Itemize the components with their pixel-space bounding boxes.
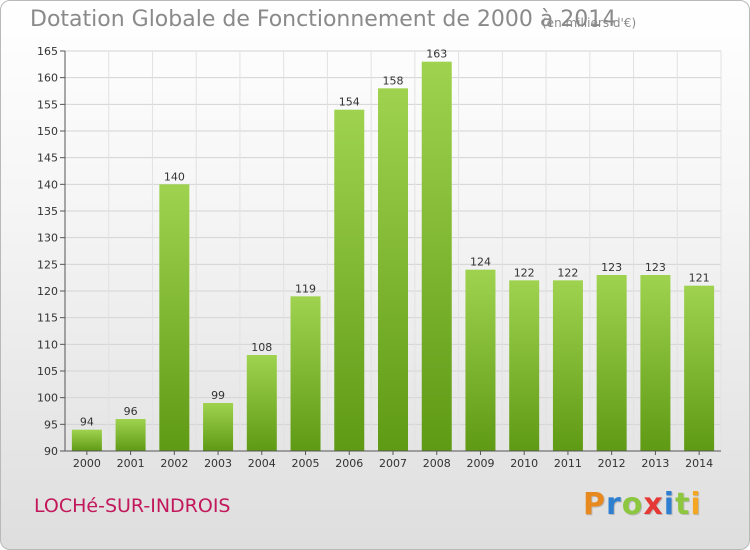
y-tick-label: 110 <box>37 338 58 351</box>
data-label-2010: 122 <box>514 266 535 279</box>
chart-title: Dotation Globale de Fonctionnement de 20… <box>30 7 617 32</box>
x-tick-label-2002: 2002 <box>160 457 188 470</box>
y-tick-label: 125 <box>37 258 58 271</box>
data-label-2013: 123 <box>645 261 666 274</box>
bar-2011 <box>552 280 583 451</box>
y-tick-label: 140 <box>37 178 58 191</box>
bar-2001 <box>115 419 146 451</box>
logo-letter: i <box>690 487 702 522</box>
y-tick-label: 135 <box>37 205 58 218</box>
y-tick-label: 120 <box>37 285 58 298</box>
bar-2008 <box>421 61 452 452</box>
logo-letter: x <box>643 487 664 522</box>
data-label-2012: 123 <box>601 261 622 274</box>
logo-letter: t <box>675 487 691 522</box>
x-tick-label-2001: 2001 <box>117 457 145 470</box>
chart-unit: (en milliers d'€) <box>542 16 637 30</box>
bar-2003 <box>203 403 234 451</box>
bar-2014 <box>684 285 715 451</box>
bar-2009 <box>465 269 496 451</box>
y-tick-label: 90 <box>44 445 58 458</box>
bar-2010 <box>509 280 540 451</box>
x-tick-label-2010: 2010 <box>510 457 538 470</box>
data-label-2006: 154 <box>339 96 360 109</box>
x-tick-label-2013: 2013 <box>641 457 669 470</box>
bar-2005 <box>290 296 321 451</box>
bar-2007 <box>378 88 408 451</box>
y-tick-label: 105 <box>37 365 58 378</box>
data-label-2001: 96 <box>124 405 138 418</box>
data-label-2007: 158 <box>383 74 404 87</box>
x-tick-label-2011: 2011 <box>554 457 582 470</box>
bar-2004 <box>246 355 277 451</box>
data-label-2009: 124 <box>470 256 491 269</box>
labels: 90 95 100 105 110 115 120 125 130 135 140 145 150 155… <box>37 45 713 470</box>
data-label-2014: 121 <box>689 272 710 285</box>
bar-2013 <box>640 275 671 451</box>
logo-letter: i <box>663 487 676 522</box>
data-label-2003: 99 <box>211 389 225 402</box>
x-tick-label-2006: 2006 <box>335 457 363 470</box>
x-tick-label-2014: 2014 <box>685 457 713 470</box>
x-tick-label-2003: 2003 <box>204 457 232 470</box>
x-tick-label-2000: 2000 <box>73 457 101 470</box>
y-tick-label: 145 <box>37 152 58 165</box>
bars <box>71 61 715 452</box>
y-tick-label: 160 <box>37 72 58 85</box>
x-tick-label-2007: 2007 <box>379 457 407 470</box>
y-tick-label: 155 <box>37 98 58 111</box>
bar-2012 <box>596 275 627 451</box>
x-tick-label-2004: 2004 <box>248 457 276 470</box>
y-tick-label: 150 <box>37 125 58 138</box>
y-tick-label: 130 <box>37 232 58 245</box>
commune-name: LOCHé-SUR-INDROIS <box>34 495 231 517</box>
x-tick-label-2012: 2012 <box>598 457 626 470</box>
data-label-2005: 119 <box>295 282 316 295</box>
data-label-2002: 140 <box>164 170 185 183</box>
data-label-2011: 122 <box>557 266 578 279</box>
logo-letter: P <box>583 487 606 522</box>
y-tick-label: 95 <box>44 418 58 431</box>
x-tick-label-2005: 2005 <box>292 457 320 470</box>
x-tick-label-2008: 2008 <box>423 457 451 470</box>
bar-2000 <box>71 429 102 451</box>
bar-2002 <box>159 184 190 452</box>
x-tick-label-2009: 2009 <box>466 457 494 470</box>
bar-2006 <box>334 109 365 452</box>
y-tick-label: 100 <box>37 392 58 405</box>
data-label-2000: 94 <box>80 416 94 429</box>
axes <box>60 50 721 455</box>
logo-letter: r <box>606 487 622 522</box>
y-tick-label: 115 <box>37 312 58 325</box>
logo-letter: o <box>621 487 644 522</box>
data-label-2008: 163 <box>426 48 447 61</box>
proxiti-logo[interactable]: Proxiti <box>583 487 702 522</box>
data-label-2004: 108 <box>251 341 272 354</box>
y-tick-label: 165 <box>37 45 58 58</box>
